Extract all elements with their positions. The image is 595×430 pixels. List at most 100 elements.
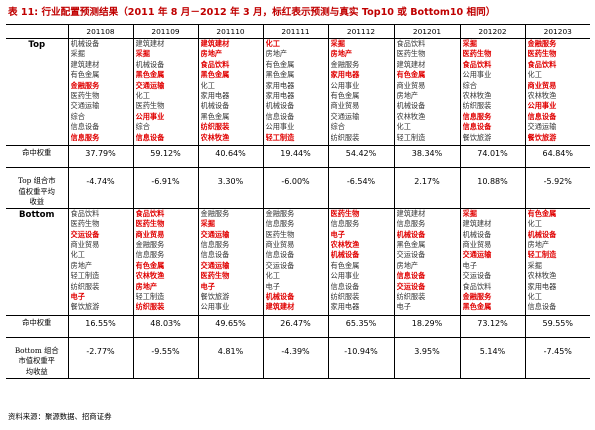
metric-value: 5.14% bbox=[459, 336, 525, 379]
industry-name: 建筑建材 bbox=[200, 39, 230, 48]
top-industry-list: 建筑建材 房地产 食品饮料 黑色金属 化工 家用电器 机械设备 黑色金属 纺织服装 农林牧渔 bbox=[197, 38, 263, 146]
metric-value: -7.45% bbox=[524, 336, 590, 379]
industry-name: 机械设备 bbox=[265, 101, 295, 111]
metric-value: 2.17% bbox=[393, 167, 460, 209]
industry-name: 交运设备 bbox=[265, 260, 295, 270]
industry-name: 金融服务 bbox=[200, 208, 230, 218]
industry-name: 信息设备 bbox=[330, 281, 360, 291]
industry-name: 农林牧渔 bbox=[135, 271, 165, 281]
industry-name: 采掘 bbox=[527, 260, 542, 270]
industry-name: 纺织服装 bbox=[330, 132, 360, 142]
industry-name: 金融服务 bbox=[70, 80, 100, 90]
industry-name: 综合 bbox=[330, 122, 345, 132]
industry-name: 房地产 bbox=[396, 260, 419, 270]
table-caption: 行业配置预测结果（2011 年 8 月－2012 年 3 月，标红表示预测与真实… bbox=[41, 7, 496, 18]
header-blank bbox=[6, 24, 68, 39]
industry-name: 公用事业 bbox=[527, 101, 557, 111]
industry-name: 综合 bbox=[462, 80, 477, 90]
industry-name: 纺织服装 bbox=[330, 291, 360, 301]
metric-value: 3.95% bbox=[393, 336, 460, 379]
metric-value: -2.77% bbox=[67, 336, 133, 379]
metric-value: 38.34% bbox=[393, 145, 460, 168]
metric-label-line: 命中权重 bbox=[22, 148, 52, 157]
industry-name: 医药生物 bbox=[396, 49, 426, 59]
industry-name: 建筑建材 bbox=[70, 59, 100, 69]
industry-name: 信息服务 bbox=[265, 219, 295, 229]
bottom-metric-label: 命中权重 bbox=[6, 314, 68, 338]
metric-value: -6.91% bbox=[132, 167, 198, 209]
top-industry-list: 机械设备 采掘 建筑建材 有色金属 金融服务 医药生物 交通运输 综合 信息设备 信息服务 bbox=[67, 38, 133, 146]
industry-name: 机械设备 bbox=[396, 101, 426, 111]
metric-value: -10.94% bbox=[327, 336, 394, 379]
industry-name: 交运设备 bbox=[396, 281, 426, 291]
industry-name: 电子 bbox=[200, 281, 215, 291]
metric-value: 16.55% bbox=[67, 314, 133, 338]
top-industry-list: 金融服务 医药生物 食品饮料 化工 商业贸易 农林牧渔 公用事业 信息设备 交通运输 餐饮旅游 bbox=[524, 38, 590, 146]
industry-name: 信息设备 bbox=[527, 111, 557, 121]
bottom-industry-list: 金融服务 信息服务 医药生物 商业贸易 信息设备 交运设备 化工 电子 机械设备 建筑建材 bbox=[262, 207, 328, 316]
industry-name: 有色金属 bbox=[135, 260, 165, 270]
metric-value: 37.79% bbox=[67, 145, 133, 168]
industry-name: 化工 bbox=[265, 271, 280, 281]
industry-name: 公用事业 bbox=[330, 80, 360, 90]
industry-name: 家用电器 bbox=[527, 281, 557, 291]
industry-name: 机械设备 bbox=[265, 291, 295, 301]
metric-value: 65.35% bbox=[327, 314, 394, 338]
industry-name: 信息设备 bbox=[70, 122, 100, 132]
metric-value: -5.92% bbox=[524, 167, 590, 209]
industry-name: 采掘 bbox=[462, 39, 477, 48]
industry-name: 建筑建材 bbox=[462, 219, 492, 229]
industry-name: 房地产 bbox=[135, 281, 158, 291]
industry-name: 医药生物 bbox=[462, 49, 492, 59]
industry-name: 交通运输 bbox=[330, 111, 360, 121]
industry-name: 金融服务 bbox=[135, 239, 165, 249]
industry-name: 房地产 bbox=[70, 260, 93, 270]
industry-name: 农林牧渔 bbox=[396, 111, 426, 121]
industry-name: 黑色金属 bbox=[462, 302, 492, 312]
industry-name: 房地产 bbox=[200, 49, 223, 59]
metric-value: 4.81% bbox=[197, 336, 263, 379]
top-metric-row: Top 组合市 值权重平均 收益 -4.74% -6.91% 3.30% -6.00% -6.… bbox=[6, 167, 590, 209]
metric-value: -4.39% bbox=[262, 336, 328, 379]
metric-value: 73.12% bbox=[459, 314, 525, 338]
col-header: 201201 bbox=[393, 24, 460, 39]
industry-name: 金融服务 bbox=[462, 291, 492, 301]
industry-name: 采掘 bbox=[462, 208, 477, 218]
industry-name: 电子 bbox=[396, 302, 411, 312]
table-body: Top 机械设备 采掘 建筑建材 有色金属 金融服务 医药生物 交通运输 综合 信息设备 信息服务建… bbox=[6, 38, 590, 379]
industry-name: 黑色金属 bbox=[265, 70, 295, 80]
bottom-industry-list: 食品饮料 医药生物 交运设备 商业贸易 化工 房地产 轻工制造 纺织服装 电子 餐饮旅游 bbox=[67, 207, 133, 316]
industry-name: 餐饮旅游 bbox=[462, 132, 492, 142]
top-industry-list: 化工 房地产 有色金属 黑色金属 家用电器 家用电器 机械设备 信息设备 公用事业 轻工制造 bbox=[262, 38, 328, 146]
top-section-label: Top bbox=[28, 40, 46, 50]
industry-name: 纺织服装 bbox=[70, 281, 100, 291]
industry-name: 医药生物 bbox=[527, 49, 557, 59]
industry-name: 电子 bbox=[70, 291, 85, 301]
metric-label-line: 市值权重平 bbox=[18, 356, 55, 366]
metric-value: -4.74% bbox=[67, 167, 133, 209]
industry-name: 食品饮料 bbox=[462, 281, 492, 291]
top-industry-row: Top 机械设备 采掘 建筑建材 有色金属 金融服务 医药生物 交通运输 综合 信息设备 信息服务建… bbox=[6, 38, 590, 146]
industry-name: 农林牧渔 bbox=[330, 239, 360, 249]
industry-name: 建筑建材 bbox=[396, 208, 426, 218]
industry-name: 机械设备 bbox=[527, 229, 557, 239]
top-industry-list: 建筑建材 采掘 机械设备 黑色金属 交通运输 化工 医药生物 公用事业 综合 信息设备 bbox=[132, 38, 198, 146]
bottom-metric-label: Bottom 组合 市值权重平 均收益 bbox=[6, 336, 68, 379]
industry-name: 家用电器 bbox=[330, 70, 360, 80]
industry-name: 公用事业 bbox=[330, 271, 360, 281]
metric-value: 54.42% bbox=[327, 145, 394, 168]
industry-name: 医药生物 bbox=[70, 219, 100, 229]
industry-name: 信息设备 bbox=[527, 302, 557, 312]
industry-name: 纺织服装 bbox=[135, 302, 165, 312]
bottom-metric-row: Bottom 组合 市值权重平 均收益 -2.77% -9.55% 4.81% -4.39%… bbox=[6, 336, 590, 379]
industry-name: 商业贸易 bbox=[70, 239, 100, 249]
industry-name: 医药生物 bbox=[265, 229, 295, 239]
industry-name: 采掘 bbox=[330, 39, 345, 48]
industry-name: 交通运输 bbox=[200, 260, 230, 270]
industry-name: 家用电器 bbox=[265, 90, 295, 100]
metric-value: -6.54% bbox=[327, 167, 394, 209]
industry-name: 家用电器 bbox=[200, 90, 230, 100]
industry-name: 房地产 bbox=[265, 49, 288, 59]
industry-name: 电子 bbox=[330, 229, 345, 239]
metric-value: 3.30% bbox=[197, 167, 263, 209]
